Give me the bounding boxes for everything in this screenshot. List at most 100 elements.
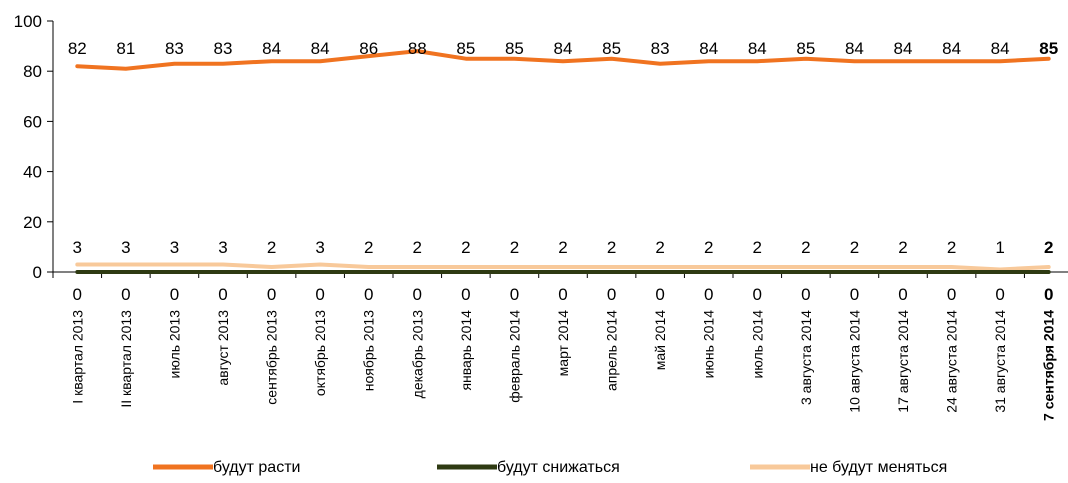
y-tick-label: 0 xyxy=(33,263,42,282)
data-label-rise: 86 xyxy=(359,39,378,58)
data-label-rise: 85 xyxy=(796,39,815,58)
data-label-decline: 0 xyxy=(655,285,664,304)
data-label-decline: 0 xyxy=(850,285,859,304)
x-category-label: январь 2014 xyxy=(458,310,474,391)
data-label-rise: 84 xyxy=(942,39,961,58)
x-category-label: 24 августа 2014 xyxy=(944,310,960,413)
x-category-label: 17 августа 2014 xyxy=(895,310,911,413)
x-category-label: октябрь 2013 xyxy=(312,310,328,396)
y-tick-label: 60 xyxy=(23,112,42,131)
y-axis-ticks: 0 20 40 60 80 100 xyxy=(14,12,53,282)
data-label-rise: 84 xyxy=(554,39,573,58)
data-label-decline: 0 xyxy=(607,285,616,304)
data-label-rise: 84 xyxy=(991,39,1010,58)
data-label-rise: 83 xyxy=(214,39,233,58)
data-label-nochange: 2 xyxy=(704,238,713,257)
data-label-nochange: 3 xyxy=(121,238,130,257)
data-label-nochange: 2 xyxy=(801,238,810,257)
data-label-decline: 0 xyxy=(170,285,179,304)
x-category-label: 10 августа 2014 xyxy=(846,310,862,413)
data-label-nochange: 2 xyxy=(753,238,762,257)
data-label-decline: 0 xyxy=(510,285,519,304)
data-label-decline: 0 xyxy=(947,285,956,304)
data-label-rise: 83 xyxy=(651,39,670,58)
x-category-label: декабрь 2013 xyxy=(409,310,425,399)
x-category-label: февраль 2014 xyxy=(506,310,522,403)
x-category-label: сентябрь 2013 xyxy=(264,310,280,405)
data-label-nochange: 3 xyxy=(73,238,82,257)
data-label-rise: 84 xyxy=(845,39,864,58)
x-axis-labels: I квартал 2013 II квартал 2013 июль 2013 ав… xyxy=(69,310,1056,421)
data-label-rise: 84 xyxy=(311,39,330,58)
data-label-rise: 81 xyxy=(116,39,135,58)
y-tick-label: 40 xyxy=(23,163,42,182)
series-line-0 xyxy=(75,49,1051,71)
data-label-nochange: 2 xyxy=(947,238,956,257)
legend: будут расти будут снижаться не будут менят… xyxy=(153,459,947,476)
data-label-decline: 0 xyxy=(73,285,82,304)
data-label-decline: 0 xyxy=(121,285,130,304)
x-category-label: апрель 2014 xyxy=(604,310,620,391)
y-tick-label: 100 xyxy=(14,12,42,31)
x-category-label: ноябрь 2013 xyxy=(361,310,377,391)
data-label-rise: 85 xyxy=(505,39,524,58)
data-label-rise: 83 xyxy=(165,39,184,58)
data-label-rise: 84 xyxy=(748,39,767,58)
y-tick-label: 20 xyxy=(23,213,42,232)
data-label-nochange: 2 xyxy=(510,238,519,257)
data-label-nochange: 2 xyxy=(558,238,567,257)
data-label-rise: 85 xyxy=(1039,39,1058,58)
data-label-decline: 0 xyxy=(267,285,276,304)
x-category-label: август 2013 xyxy=(215,310,231,386)
data-labels: 82 81 83 83 84 84 86 88 85 85 84 85 83 84 84 85 84 84 84 84… xyxy=(68,39,1058,304)
data-label-decline: 0 xyxy=(558,285,567,304)
x-category-label: 31 августа 2014 xyxy=(992,310,1008,413)
data-label-decline: 0 xyxy=(753,285,762,304)
data-label-nochange: 2 xyxy=(898,238,907,257)
x-category-label: I квартал 2013 xyxy=(69,310,85,404)
data-label-decline: 0 xyxy=(218,285,227,304)
legend-label-1: будут снижаться xyxy=(497,459,620,476)
x-category-label: II квартал 2013 xyxy=(118,310,134,408)
series-lines xyxy=(75,49,1051,274)
data-label-decline: 0 xyxy=(364,285,373,304)
data-label-rise: 82 xyxy=(68,39,87,58)
x-category-label: май 2014 xyxy=(652,310,668,370)
data-label-nochange: 2 xyxy=(461,238,470,257)
data-label-nochange: 2 xyxy=(413,238,422,257)
x-category-label: март 2014 xyxy=(555,310,571,377)
series-line-2 xyxy=(75,262,1051,272)
x-category-label: июль 2014 xyxy=(749,310,765,379)
data-label-nochange: 3 xyxy=(218,238,227,257)
data-label-decline: 0 xyxy=(704,285,713,304)
data-label-nochange: 2 xyxy=(364,238,373,257)
data-label-nochange: 3 xyxy=(315,238,324,257)
data-label-rise: 85 xyxy=(602,39,621,58)
data-label-rise: 88 xyxy=(408,39,427,58)
data-label-decline: 0 xyxy=(461,285,470,304)
data-label-decline: 0 xyxy=(898,285,907,304)
x-category-label: июнь 2014 xyxy=(701,310,717,379)
data-label-decline: 0 xyxy=(413,285,422,304)
data-label-nochange: 2 xyxy=(267,238,276,257)
data-label-rise: 84 xyxy=(262,39,281,58)
x-category-label: 7 сентября 2014 xyxy=(1041,310,1057,421)
y-tick-label: 80 xyxy=(23,62,42,81)
data-label-decline: 0 xyxy=(1044,285,1053,304)
data-label-nochange: 2 xyxy=(1044,238,1053,257)
data-label-rise: 84 xyxy=(894,39,913,58)
data-label-rise: 85 xyxy=(456,39,475,58)
data-label-decline: 0 xyxy=(801,285,810,304)
data-label-decline: 0 xyxy=(315,285,324,304)
data-label-nochange: 2 xyxy=(655,238,664,257)
data-label-nochange: 3 xyxy=(170,238,179,257)
legend-label-2: не будут меняться xyxy=(810,459,947,476)
data-label-decline: 0 xyxy=(995,285,1004,304)
x-category-label: 3 августа 2014 xyxy=(798,310,814,405)
data-label-nochange: 2 xyxy=(607,238,616,257)
data-label-nochange: 2 xyxy=(850,238,859,257)
data-label-nochange: 1 xyxy=(995,238,1004,257)
x-category-label: июль 2013 xyxy=(166,310,182,379)
legend-label-0: будут расти xyxy=(213,459,300,476)
